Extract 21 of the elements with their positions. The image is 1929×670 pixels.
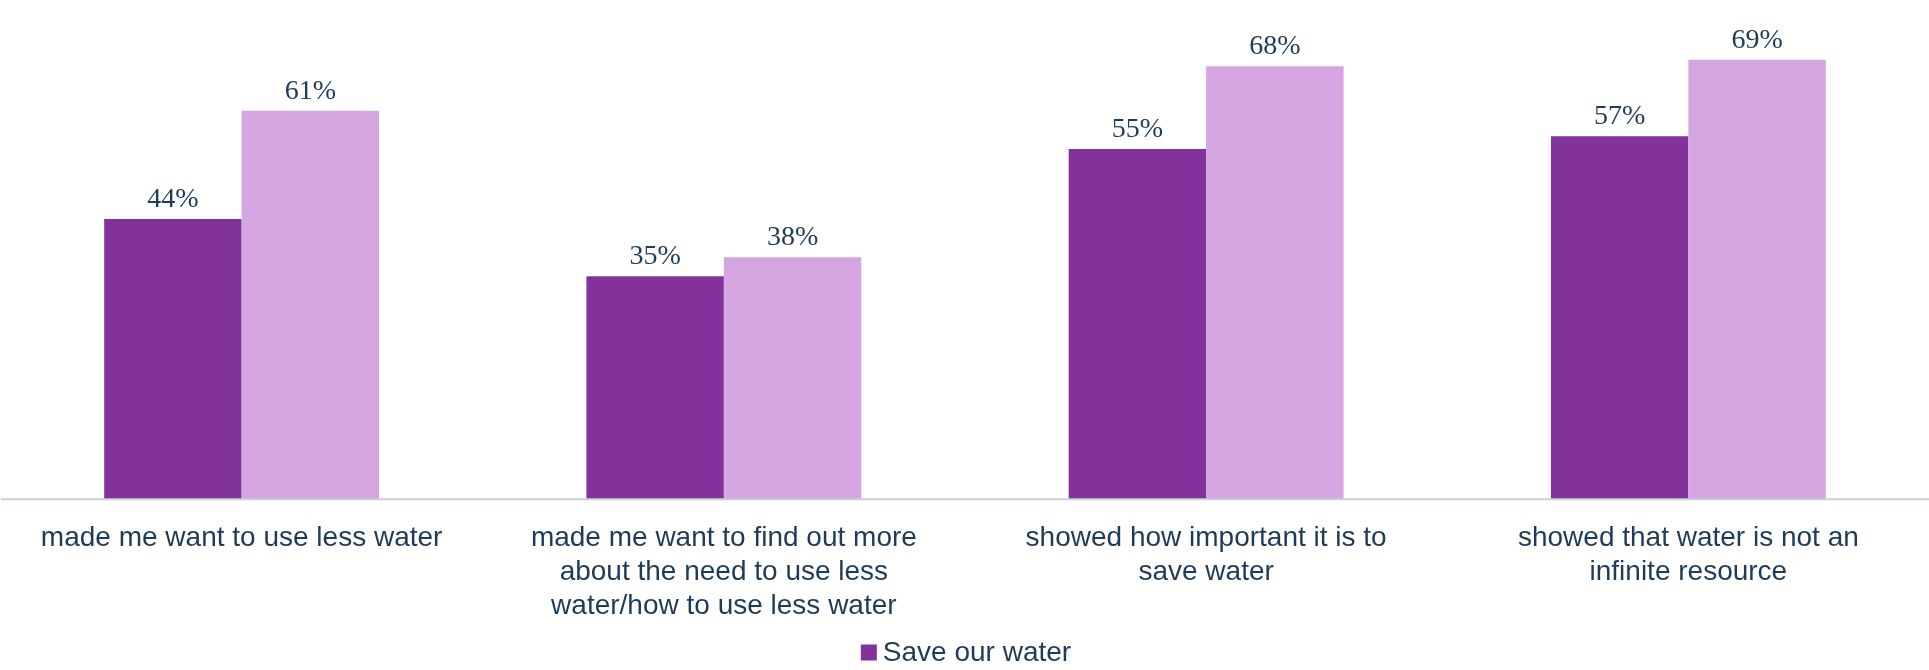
bar bbox=[104, 218, 242, 500]
x-tick-label: showed how important it is to save water bbox=[1025, 521, 1387, 587]
bar bbox=[1068, 148, 1207, 500]
bar bbox=[723, 257, 862, 500]
bar bbox=[1688, 59, 1826, 500]
bar bbox=[1206, 66, 1344, 500]
data-label: 69% bbox=[1731, 22, 1783, 54]
data-label: 38% bbox=[766, 220, 819, 252]
bar bbox=[586, 276, 724, 500]
data-label: 68% bbox=[1249, 29, 1301, 61]
data-label: 61% bbox=[284, 73, 337, 105]
x-tick-label: showed that water is not an infinite resource bbox=[1517, 521, 1859, 587]
data-label: 35% bbox=[629, 239, 681, 271]
data-label: 55% bbox=[1111, 111, 1164, 143]
x-tick-label: made me want to find out more about the need to use less water/how to use less water bbox=[530, 521, 917, 621]
bar bbox=[241, 110, 380, 500]
x-tick-label: made me want to use less water bbox=[40, 521, 443, 553]
data-label: 57% bbox=[1593, 99, 1646, 131]
data-label: 44% bbox=[147, 181, 199, 213]
legend-label: Save our water bbox=[882, 636, 1072, 668]
bar bbox=[1550, 136, 1689, 500]
